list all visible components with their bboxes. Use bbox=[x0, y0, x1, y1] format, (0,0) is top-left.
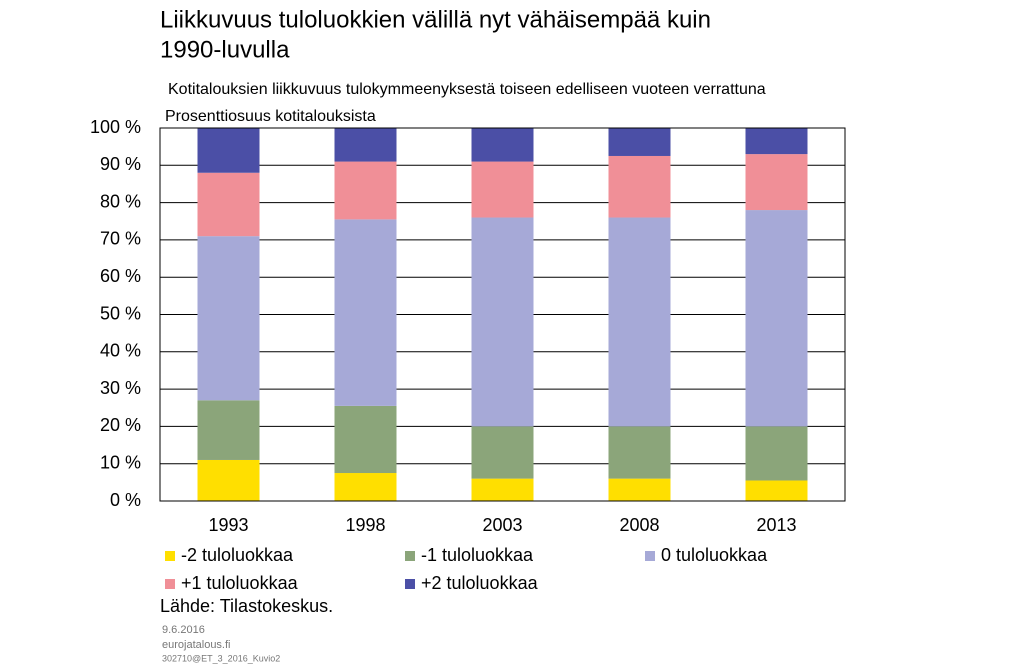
bar-segment bbox=[471, 128, 534, 162]
legend-label: +1 tuloluokkaa bbox=[181, 573, 299, 593]
y-tick-label: 50 % bbox=[100, 303, 141, 323]
y-tick-label: 70 % bbox=[100, 229, 141, 249]
bar-segment bbox=[197, 459, 260, 501]
source: Lähde: Tilastokeskus. bbox=[160, 596, 333, 616]
legend-label: +2 tuloluokkaa bbox=[421, 573, 539, 593]
y-tick-label: 100 % bbox=[90, 117, 141, 137]
chart-title: Liikkuvuus tuloluokkien välillä nyt vähä… bbox=[160, 6, 711, 33]
x-tick-label: 1993 bbox=[208, 515, 248, 535]
y-tick-label: 10 % bbox=[100, 452, 141, 472]
footnote: 9.6.2016 bbox=[162, 624, 205, 636]
x-tick-label: 2013 bbox=[756, 515, 796, 535]
bar-segment bbox=[608, 217, 671, 427]
legend-swatch bbox=[645, 551, 655, 561]
bar-segment bbox=[745, 210, 808, 427]
chart-title: 1990-luvulla bbox=[160, 36, 290, 63]
bar-segment bbox=[197, 400, 260, 460]
legend-swatch bbox=[405, 551, 415, 561]
bar-segment bbox=[745, 480, 808, 501]
legend-label: -2 tuloluokkaa bbox=[181, 545, 294, 565]
bar-segment bbox=[745, 426, 808, 481]
footnote: eurojatalous.fi bbox=[162, 639, 231, 651]
bar-segment bbox=[197, 172, 260, 237]
bar-segment bbox=[608, 426, 671, 479]
bar-segment bbox=[334, 473, 397, 501]
bar-segment bbox=[334, 128, 397, 162]
bar-segment bbox=[608, 478, 671, 501]
x-tick-label: 2008 bbox=[619, 515, 659, 535]
legend-swatch bbox=[405, 579, 415, 589]
bar-segment bbox=[608, 128, 671, 156]
bar-segment bbox=[334, 405, 397, 474]
bar-segment bbox=[745, 154, 808, 211]
y-tick-label: 40 % bbox=[100, 341, 141, 361]
bar-segment bbox=[745, 128, 808, 155]
y-tick-label: 20 % bbox=[100, 415, 141, 435]
bar-segment bbox=[471, 478, 534, 501]
bar-segment bbox=[334, 161, 397, 220]
bar-segment bbox=[197, 128, 260, 173]
bar-segment bbox=[471, 217, 534, 427]
bar-segment bbox=[197, 236, 260, 401]
legend-label: 0 tuloluokkaa bbox=[661, 545, 768, 565]
legend-swatch bbox=[165, 579, 175, 589]
footnote: 302710@ET_3_2016_Kuvio2 bbox=[162, 653, 280, 663]
bar-segment bbox=[471, 426, 534, 479]
chart-subtitle: Kotitalouksien liikkuvuus tulokymmeenyks… bbox=[168, 81, 766, 98]
y-axis-label: Prosenttiosuus kotitalouksista bbox=[165, 108, 376, 125]
y-tick-label: 0 % bbox=[110, 490, 141, 510]
x-tick-label: 1998 bbox=[345, 515, 385, 535]
legend-swatch bbox=[165, 551, 175, 561]
bar-segment bbox=[334, 219, 397, 406]
legend-label: -1 tuloluokkaa bbox=[421, 545, 534, 565]
y-tick-label: 80 % bbox=[100, 191, 141, 211]
y-tick-label: 90 % bbox=[100, 154, 141, 174]
bar-segment bbox=[471, 161, 534, 218]
plot-frame bbox=[159, 127, 846, 502]
y-tick-label: 30 % bbox=[100, 378, 141, 398]
x-tick-label: 2003 bbox=[482, 515, 522, 535]
bar-segment bbox=[608, 155, 671, 218]
y-tick-label: 60 % bbox=[100, 266, 141, 286]
